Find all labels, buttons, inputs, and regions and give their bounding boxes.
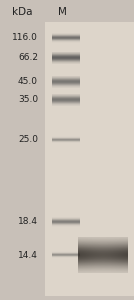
Text: 18.4: 18.4 [18,218,38,226]
Text: M: M [58,7,66,17]
Text: 45.0: 45.0 [18,77,38,86]
Text: 116.0: 116.0 [12,34,38,43]
Text: 66.2: 66.2 [18,53,38,62]
Text: kDa: kDa [12,7,32,17]
Text: 35.0: 35.0 [18,95,38,104]
FancyBboxPatch shape [45,22,134,296]
Text: 14.4: 14.4 [18,250,38,260]
Text: 25.0: 25.0 [18,136,38,145]
